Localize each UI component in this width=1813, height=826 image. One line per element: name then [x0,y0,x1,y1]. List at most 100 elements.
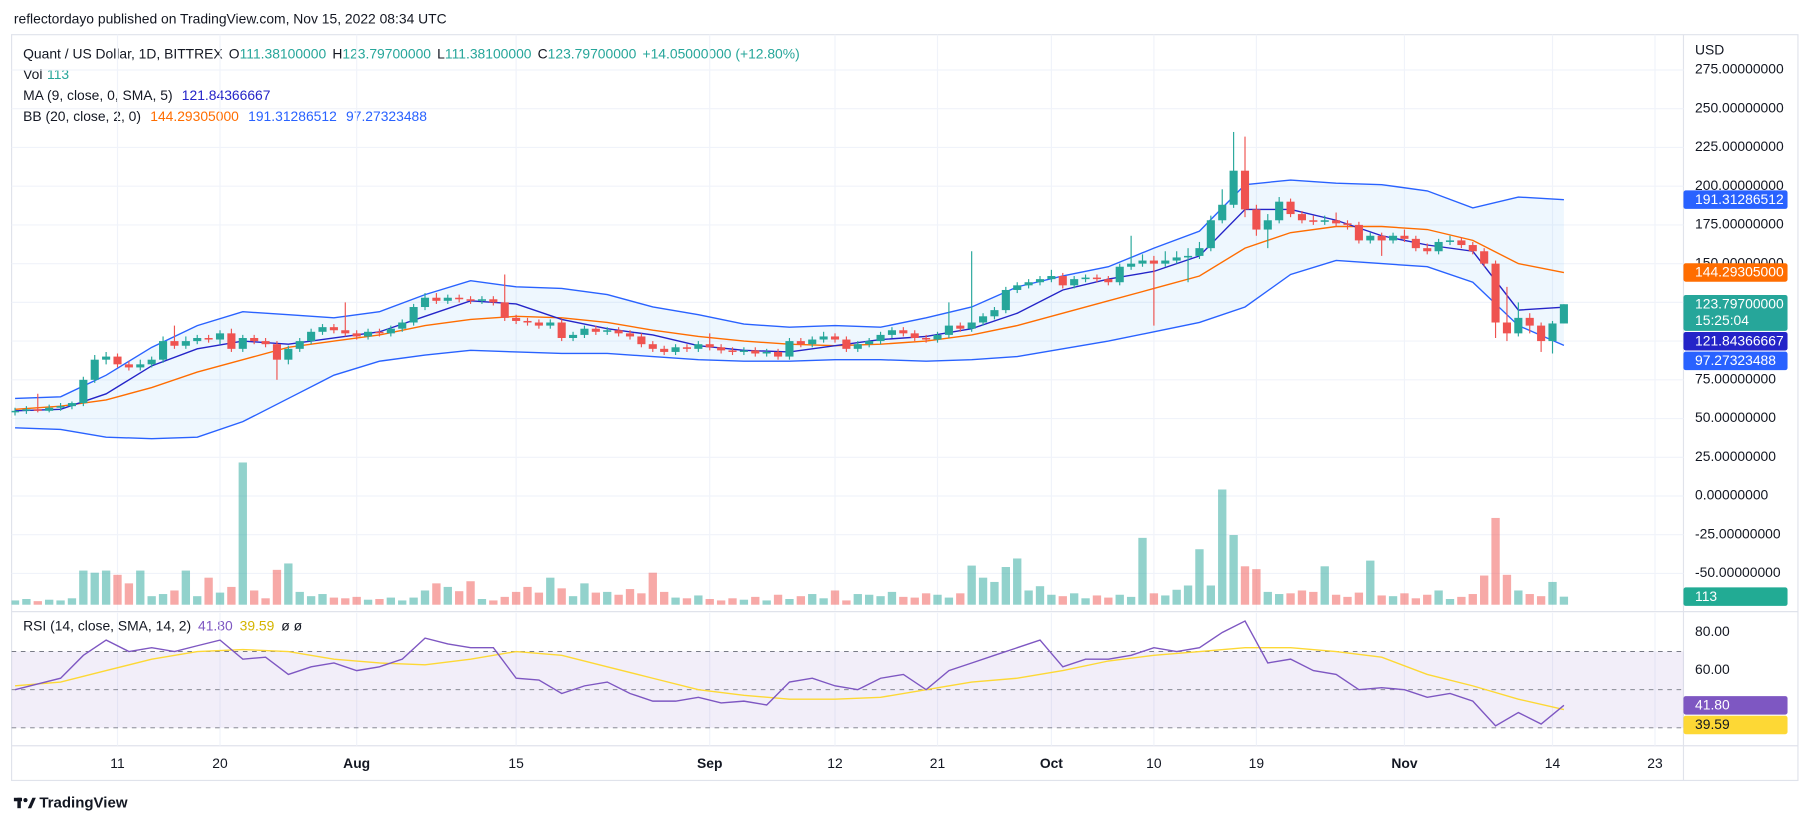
ohlc-key: H [332,45,342,61]
volume-bar [1343,596,1352,605]
volume-bar [432,583,441,605]
candle-body [215,333,225,340]
volume-bar [1263,591,1272,605]
candle-body [1024,282,1033,286]
x-tick-label: 21 [930,755,946,771]
candle-body [159,341,168,360]
volume-bar [1070,593,1079,605]
price-badge-label: 144.29305000 [1695,264,1784,280]
volume-bar [1013,558,1022,605]
volume-bar [124,583,134,605]
candle-body [1286,201,1295,215]
volume-bar [1286,593,1295,605]
candle-body [443,297,452,301]
x-tick-label: 15 [508,755,524,771]
candle-body [944,325,953,335]
volume-bar [1297,590,1307,605]
x-tick-label: 19 [1249,755,1265,771]
candle-body [181,341,190,346]
candle-body [1468,245,1477,252]
candle-body [284,348,293,360]
y-tick-label: 50.00000000 [1695,409,1776,425]
volume-bar [773,594,783,605]
volume-bar [1502,574,1512,605]
volume-bar [147,596,156,605]
volume-bar [284,563,293,605]
indicator-line [15,179,1564,400]
candle-body [1058,276,1067,286]
volume-bar [136,570,145,605]
candle-body [386,328,395,334]
ohlc-key: L [437,45,445,61]
candle-body [1320,220,1329,222]
candle-body [204,337,213,340]
volume-bar [45,599,54,605]
candle-body [922,337,931,340]
volume-bar [1434,590,1443,605]
candle-body [796,341,805,345]
volume-bar [158,594,168,605]
price-badge-label: 97.27323488 [1695,352,1776,368]
volume-bar [990,581,999,605]
candle-body [876,334,885,342]
volume-bar [637,593,646,605]
candle-body [819,336,828,340]
candle-body [1514,317,1523,334]
candle-body [557,322,566,338]
rsi-ma-line [15,647,1565,711]
volume-bar [272,569,282,605]
vol-label: Vol [23,66,42,82]
volume-bar [978,577,988,605]
candle-body [1035,279,1045,283]
bb-upper: 191.31286512 [248,107,337,123]
candle-body [1081,277,1090,280]
candle-body [11,410,20,413]
volume-bar [1548,581,1557,605]
volume-bar [1149,593,1159,605]
legend-rsi: RSI (14, close, SMA, 14, 2) 41.80 39.59 ø ø [23,617,302,633]
legend-vol: Vol 113 [23,66,69,82]
volume-bar [523,586,532,605]
volume-bar [215,592,225,605]
x-tick-label: 23 [1647,755,1663,771]
candle-body [136,364,145,368]
volume-bar [887,591,897,605]
y-tick-label: -25.00000000 [1695,525,1781,541]
vol-value: 113 [47,66,69,82]
volume-bar [1366,560,1375,605]
candle-body [1001,289,1010,311]
bb-basis: 144.29305000 [150,107,239,123]
volume-bar [204,577,213,605]
candle-body [808,339,817,345]
volume-bar [261,598,270,605]
volume-bar [580,583,589,605]
price-badge [1683,190,1788,209]
candle-body [717,347,726,351]
band-fill [15,179,1564,439]
volume-bar [1138,537,1147,605]
volume-bar [295,591,304,605]
candle-body [1480,251,1489,264]
x-tick-label: 11 [110,755,125,771]
price-pane [11,34,1684,611]
volume-bar [534,592,544,605]
volume-bar [1514,590,1523,605]
candle-body [1491,263,1500,323]
volume-bar [113,574,122,605]
volume-bar [90,572,99,605]
candle-body [979,316,988,323]
candle-body [1149,260,1158,264]
candle-body [1400,235,1409,239]
legend-main: Quant / US Dollar, 1D, BITTREX O111.3810… [23,45,800,61]
candle-body [1206,220,1215,249]
volume-bar [728,598,737,605]
candle-body [580,328,589,335]
candle-body [1559,304,1568,324]
volume-bar [227,586,236,605]
volume-bar [1047,594,1056,605]
candle-body [1161,260,1170,264]
candle-body [637,336,646,345]
volume-bar [1536,596,1546,605]
volume-bar [876,596,885,605]
